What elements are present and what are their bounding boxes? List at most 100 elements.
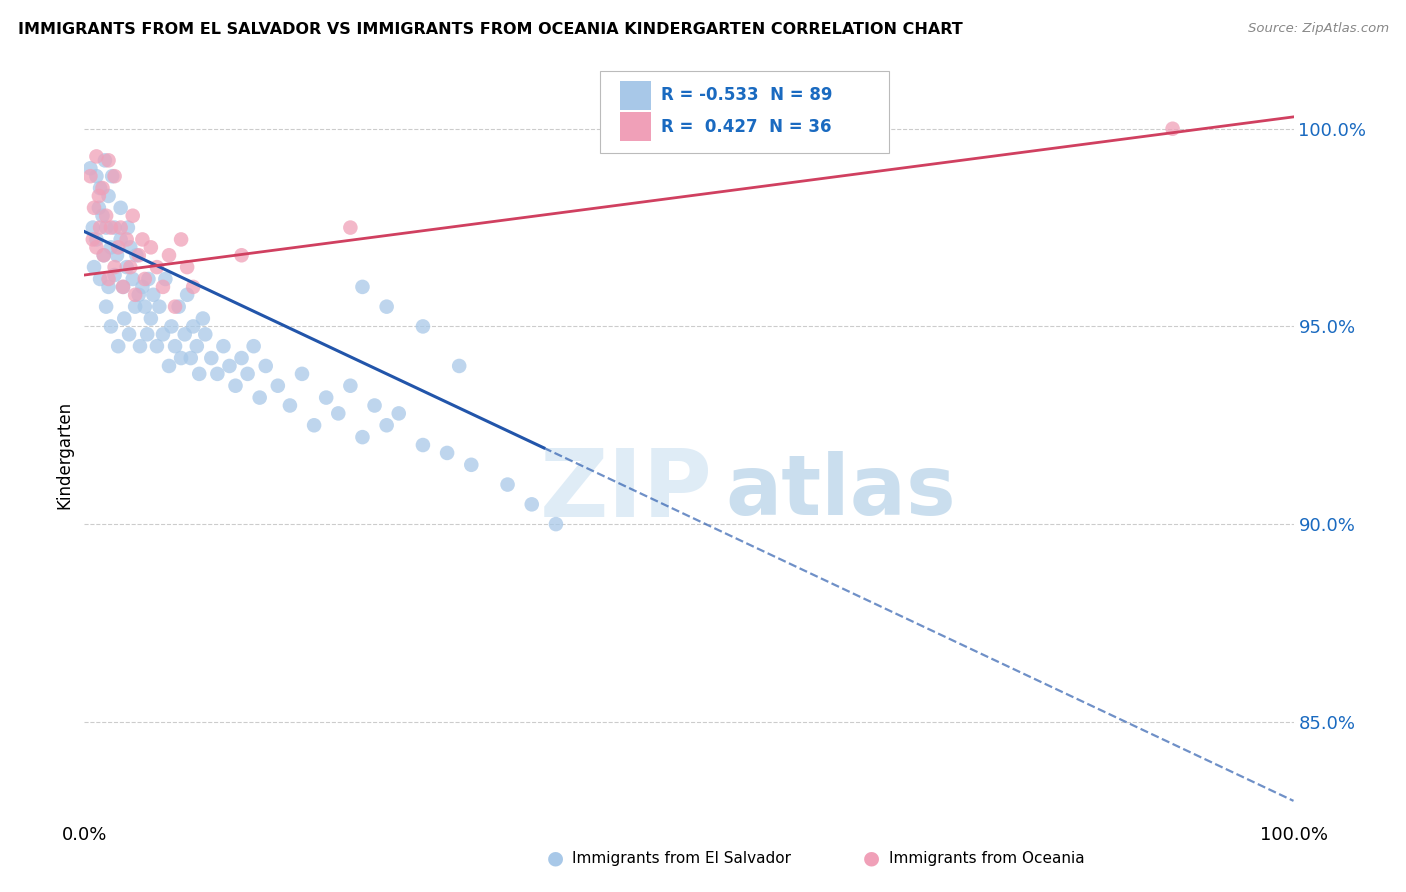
Point	[181, 319, 204, 334]
Point	[79, 169, 101, 184]
Point	[352, 280, 374, 294]
Point	[363, 399, 385, 413]
Point	[194, 327, 217, 342]
Point	[115, 260, 138, 274]
Point	[139, 240, 162, 254]
Point	[110, 220, 132, 235]
Point	[89, 272, 111, 286]
Point	[231, 248, 253, 262]
Point	[165, 339, 187, 353]
Point	[176, 260, 198, 274]
Point	[302, 418, 325, 433]
Point	[152, 327, 174, 342]
Point	[112, 311, 135, 326]
Point	[176, 287, 198, 301]
Y-axis label: Kindergarten: Kindergarten	[55, 401, 73, 509]
Point	[242, 339, 264, 353]
Point	[104, 220, 127, 235]
Point	[142, 287, 165, 301]
Point	[412, 319, 434, 334]
Point	[181, 280, 204, 294]
Point	[388, 406, 411, 420]
Point	[104, 268, 127, 282]
Text: atlas: atlas	[725, 451, 956, 532]
Point	[124, 287, 146, 301]
Text: IMMIGRANTS FROM EL SALVADOR VS IMMIGRANTS FROM OCEANIA KINDERGARTEN CORRELATION : IMMIGRANTS FROM EL SALVADOR VS IMMIGRANT…	[18, 22, 963, 37]
Point	[82, 220, 104, 235]
Text: ●: ●	[547, 848, 564, 868]
Point	[97, 189, 120, 203]
Point	[134, 272, 156, 286]
Text: R = -0.533  N = 89: R = -0.533 N = 89	[661, 87, 832, 104]
Point	[120, 240, 142, 254]
Point	[94, 209, 117, 223]
Point	[86, 149, 108, 163]
Point	[249, 391, 271, 405]
Point	[94, 300, 117, 314]
Point	[278, 399, 301, 413]
Point	[124, 300, 146, 314]
Point	[97, 153, 120, 168]
Point	[139, 311, 162, 326]
Text: ZIP: ZIP	[540, 445, 713, 538]
Point	[104, 169, 127, 184]
Point	[148, 300, 170, 314]
Point	[107, 240, 129, 254]
Point	[315, 391, 337, 405]
Point	[82, 232, 104, 246]
Point	[94, 220, 117, 235]
Point	[87, 201, 110, 215]
Point	[101, 169, 124, 184]
Point	[1161, 121, 1184, 136]
Point	[200, 351, 222, 365]
Point	[93, 248, 115, 262]
Text: ●: ●	[863, 848, 880, 868]
Point	[107, 339, 129, 353]
Point	[136, 327, 159, 342]
Point	[100, 240, 122, 254]
Point	[134, 300, 156, 314]
Point	[100, 319, 122, 334]
Point	[120, 260, 142, 274]
Point	[91, 181, 114, 195]
Point	[128, 248, 150, 262]
Text: Immigrants from Oceania: Immigrants from Oceania	[889, 851, 1084, 865]
Point	[86, 232, 108, 246]
Point	[207, 367, 229, 381]
Point	[125, 248, 148, 262]
Point	[91, 209, 114, 223]
Point	[117, 220, 139, 235]
Point	[131, 232, 153, 246]
Point	[191, 311, 214, 326]
Point	[146, 260, 169, 274]
Point	[520, 497, 543, 511]
Point	[110, 232, 132, 246]
Point	[267, 378, 290, 392]
Point	[155, 272, 177, 286]
Point	[112, 280, 135, 294]
Point	[100, 220, 122, 235]
Point	[115, 232, 138, 246]
Point	[291, 367, 314, 381]
Point	[112, 280, 135, 294]
Point	[254, 359, 277, 373]
Point	[167, 300, 190, 314]
Point	[236, 367, 259, 381]
Point	[97, 272, 120, 286]
Point	[152, 280, 174, 294]
Point	[79, 161, 101, 176]
Point	[160, 319, 183, 334]
Point	[412, 438, 434, 452]
Text: R =  0.427  N = 36: R = 0.427 N = 36	[661, 118, 831, 136]
Point	[86, 240, 108, 254]
Point	[328, 406, 350, 420]
Point	[188, 367, 211, 381]
Point	[131, 280, 153, 294]
Point	[118, 327, 141, 342]
Point	[94, 153, 117, 168]
Point	[87, 189, 110, 203]
Point	[436, 446, 458, 460]
Text: Source: ZipAtlas.com: Source: ZipAtlas.com	[1249, 22, 1389, 36]
Point	[339, 378, 361, 392]
Point	[89, 181, 111, 195]
